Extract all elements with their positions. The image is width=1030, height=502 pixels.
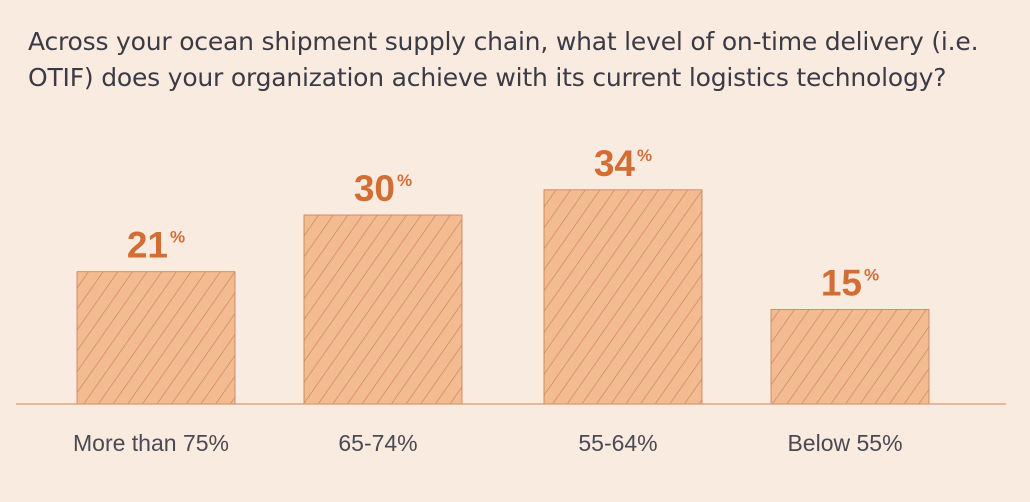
bar-4 — [770, 309, 930, 405]
value-label-4: 15% — [821, 263, 879, 304]
value-label-1: 21% — [127, 225, 185, 266]
percent-sign: % — [170, 228, 185, 247]
category-label-1: More than 75% — [73, 430, 229, 456]
bars-group — [76, 189, 930, 405]
category-label-4: Below 55% — [787, 430, 902, 456]
value-labels-group: 21 %30% 34 %15% — [127, 143, 879, 304]
bar-3 — [543, 189, 703, 405]
category-label-2: 65-74% — [338, 430, 417, 456]
value-number: 30 — [354, 168, 395, 209]
chart-title: Across your ocean shipment supply chain,… — [28, 27, 979, 92]
percent-sign: % — [397, 171, 412, 190]
percent-sign: % — [637, 146, 652, 165]
value-label-2: 30% — [354, 168, 412, 209]
bar-1 — [76, 271, 236, 405]
value-label-3: 34% — [594, 143, 652, 184]
value-number: 21 — [127, 225, 168, 266]
percent-sign: % — [864, 266, 879, 285]
value-number: 15 — [821, 263, 862, 304]
category-label-3: 55-64% — [578, 430, 657, 456]
bar-2 — [303, 214, 463, 405]
value-number: 34 — [594, 143, 636, 184]
category-labels-group: More than 75% 65-74% 55-64% Below 55% — [73, 430, 903, 456]
